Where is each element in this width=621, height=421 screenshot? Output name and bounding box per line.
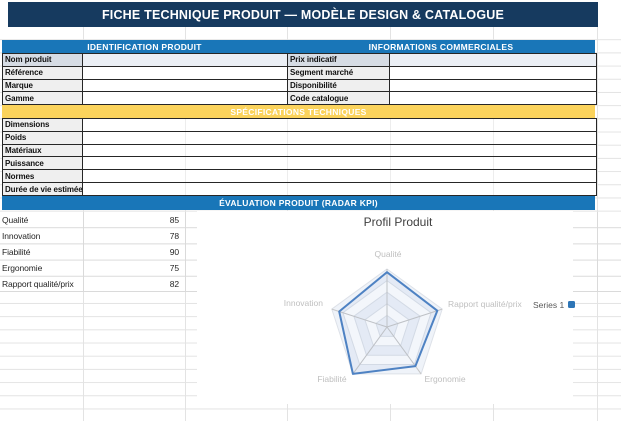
kpi-row: Fiabilité 90 <box>2 244 185 260</box>
kpi-label: Qualité <box>2 214 29 225</box>
cell-input[interactable] <box>83 92 288 104</box>
kpi-value-cell[interactable]: 82 <box>169 279 179 290</box>
kpi-value-cell[interactable]: 85 <box>169 214 179 225</box>
table-row: Référence <box>3 66 288 80</box>
cell-input[interactable] <box>83 183 596 195</box>
row-label: Référence <box>3 66 83 79</box>
kpi-label: Ergonomie <box>2 263 43 274</box>
cell-input[interactable] <box>83 144 596 157</box>
table-row: Gamme <box>3 92 288 104</box>
section-header-identification: IDENTIFICATION PRODUIT <box>2 40 287 53</box>
row-label: Durée de vie estimée <box>3 183 83 195</box>
kpi-row: Innovation 78 <box>2 228 185 244</box>
kpi-row: Rapport qualité/prix 82 <box>2 276 185 292</box>
row-label: Prix indicatif <box>288 54 390 66</box>
row-label: Dimensions <box>3 119 83 131</box>
row-label: Matériaux <box>3 144 83 157</box>
row-label: Gamme <box>3 92 83 104</box>
radar-plot-area <box>331 267 443 375</box>
cell-input[interactable] <box>83 157 596 170</box>
chart-legend: Series 1 <box>533 299 576 310</box>
kpi-label: Fiabilité <box>2 246 31 257</box>
row-label: Marque <box>3 79 83 92</box>
cell-input[interactable] <box>390 79 596 92</box>
row-label: Nom produit <box>3 54 83 66</box>
kpi-label: Rapport qualité/prix <box>2 279 74 290</box>
table-row: Disponibilité <box>288 79 596 93</box>
cell-input[interactable] <box>83 79 288 92</box>
legend-marker <box>568 301 576 308</box>
cell-input[interactable] <box>390 92 596 104</box>
identification-table: Nom produit Référence Marque Gamme <box>2 53 289 105</box>
table-row: Nom produit <box>3 54 288 67</box>
cell-input[interactable] <box>83 170 596 183</box>
kpi-row: Qualité 85 <box>2 212 185 228</box>
kpi-label: Innovation <box>2 230 41 241</box>
row-label: Segment marché <box>288 66 390 79</box>
axis-label-fiabilite: Fiabilité <box>317 373 347 384</box>
table-row: Prix indicatif <box>288 54 596 67</box>
table-row: Durée de vie estimée <box>3 183 596 195</box>
cell-input[interactable] <box>83 131 596 144</box>
table-row: Normes <box>3 170 596 184</box>
table-row: Marque <box>3 79 288 93</box>
table-row: Poids <box>3 131 596 145</box>
legend-series-label: Series 1 <box>533 299 565 310</box>
chart-title: Profil Produit <box>363 214 433 229</box>
axis-label-innovation: Innovation <box>283 297 323 308</box>
kpi-row: Ergonomie 75 <box>2 260 185 276</box>
cell-input[interactable] <box>83 119 596 131</box>
cell-input[interactable] <box>390 66 596 79</box>
cell-input[interactable] <box>83 66 288 79</box>
table-row: Matériaux <box>3 144 596 158</box>
table-row: Code catalogue <box>288 92 596 104</box>
row-label: Disponibilité <box>288 79 390 92</box>
kpi-value-cell[interactable]: 90 <box>169 246 179 257</box>
section-header-commercial: INFORMATIONS COMMERCIALES <box>287 40 595 53</box>
cell-input[interactable] <box>83 54 288 66</box>
kpi-value-cell[interactable]: 78 <box>169 230 179 241</box>
radar-chart: Profil Produit Qualité Rapport qualité/p… <box>197 210 576 404</box>
axis-label-ergonomie: Ergonomie <box>424 373 466 384</box>
table-row: Dimensions <box>3 119 596 132</box>
kpi-list: Qualité 85 Innovation 78 Fiabilité 90 Er… <box>2 212 185 293</box>
row-label: Code catalogue <box>288 92 390 104</box>
row-label: Puissance <box>3 157 83 170</box>
axis-label-rapport: Rapport qualité/prix <box>448 298 522 309</box>
axis-label-qualite: Qualité <box>374 248 402 259</box>
row-label: Normes <box>3 170 83 183</box>
page-title: FICHE TECHNIQUE PRODUIT — MODÈLE DESIGN … <box>8 2 598 27</box>
table-row: Puissance <box>3 157 596 171</box>
specifications-table: Dimensions Poids Matériaux Puissance Nor… <box>2 118 597 196</box>
table-row: Segment marché <box>288 66 596 80</box>
row-label: Poids <box>3 131 83 144</box>
kpi-value-cell[interactable]: 75 <box>169 263 179 274</box>
section-header-specifications: SPÉCIFICATIONS TECHNIQUES <box>2 105 595 118</box>
section-header-evaluation: ÉVALUATION PRODUIT (RADAR KPI) <box>2 196 595 210</box>
commercial-table: Prix indicatif Segment marché Disponibil… <box>287 53 597 105</box>
cell-input[interactable] <box>390 54 596 66</box>
